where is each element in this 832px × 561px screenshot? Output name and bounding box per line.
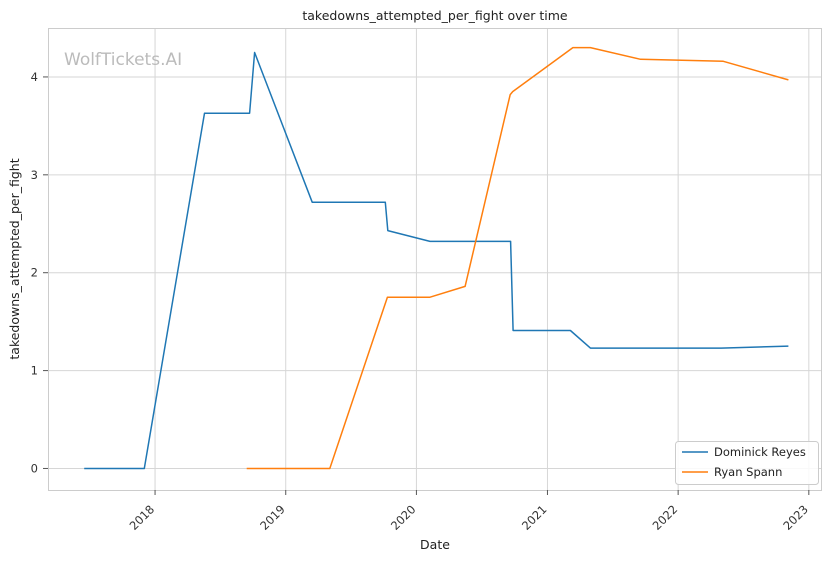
watermark: WolfTickets.AI — [64, 50, 182, 70]
series-group — [84, 46, 789, 470]
legend: Dominick Reyes Ryan Spann — [675, 441, 819, 485]
y-axis-label: takedowns_attempted_per_fight — [7, 158, 22, 359]
x-axis-label: Date — [420, 537, 450, 552]
chart-title: takedowns_attempted_per_fight over time — [302, 8, 568, 23]
legend-label-dominick-reyes: Dominick Reyes — [714, 445, 806, 459]
y-tick-label: 1 — [31, 364, 38, 378]
legend-box — [675, 441, 819, 485]
series-line-ryan-spann — [246, 46, 789, 470]
y-tick-label: 3 — [31, 168, 38, 182]
y-tick-label: 4 — [31, 70, 38, 84]
legend-label-ryan-spann: Ryan Spann — [714, 465, 782, 479]
y-tick-label: 2 — [31, 266, 38, 280]
plot-frame — [48, 28, 822, 491]
y-tick-label: 0 — [31, 461, 38, 475]
y-axis-ticks: 0 1 2 3 4 — [31, 70, 48, 475]
series-line-dominick-reyes — [84, 51, 789, 470]
